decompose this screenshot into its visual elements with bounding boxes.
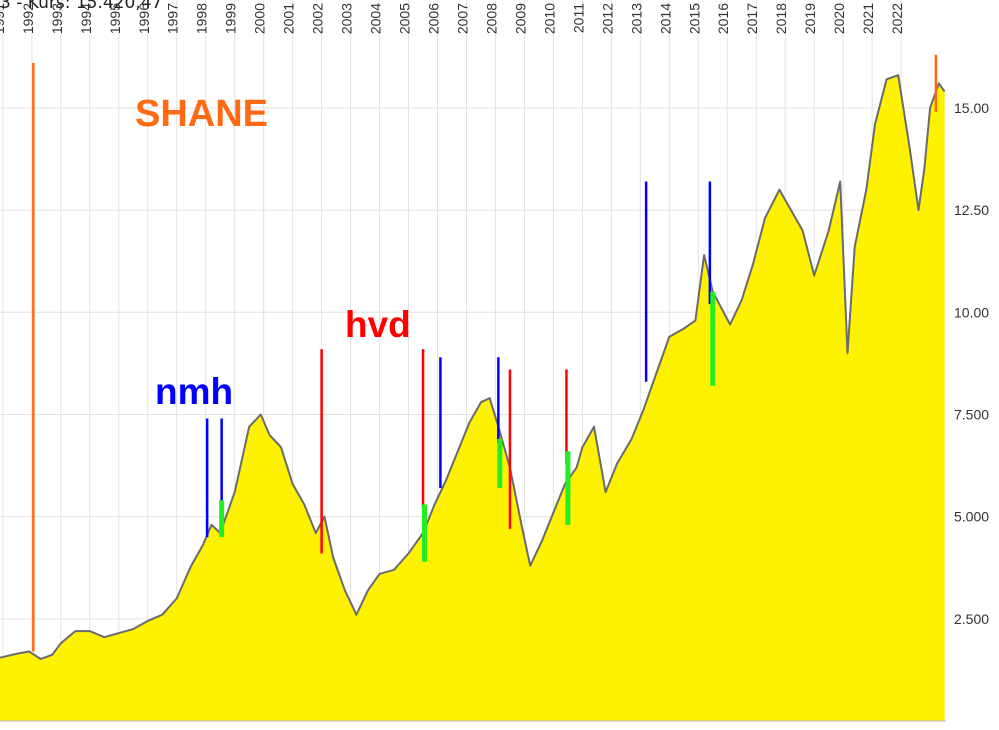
x-tick-label: 2004 bbox=[368, 3, 384, 34]
shane-label: SHANE bbox=[135, 93, 269, 135]
y-tick-label: 7.500 bbox=[954, 406, 989, 422]
y-tick-label: 5.000 bbox=[954, 509, 989, 525]
x-tick-label: 1992 bbox=[20, 3, 36, 34]
hvd-label: hvd bbox=[345, 304, 411, 345]
x-tick-label: 2013 bbox=[628, 3, 644, 34]
header-separator: - bbox=[16, 0, 23, 13]
x-tick-label: 2018 bbox=[773, 3, 789, 34]
x-tick-label: 2007 bbox=[454, 3, 470, 34]
price-line bbox=[0, 74, 946, 660]
x-tick-label: 2021 bbox=[860, 3, 876, 34]
index-code: 3 bbox=[0, 0, 11, 13]
x-tick-label: 2010 bbox=[541, 3, 557, 34]
x-tick-label: 2005 bbox=[397, 3, 413, 34]
chart-header: 3 - Kurs: 15.420,47 bbox=[0, 0, 162, 13]
x-tick-label: 1991 bbox=[0, 3, 7, 34]
x-axis-ticks: 1991 1992 1993 1994 1995 1996 1997 1998 1999 2000… bbox=[0, 3, 905, 34]
x-tick-label: 2009 bbox=[512, 3, 528, 34]
x-tick-label: 2000 bbox=[252, 3, 268, 34]
x-tick-label: 2003 bbox=[339, 3, 355, 34]
x-tick-label: 1995 bbox=[107, 3, 123, 34]
x-tick-label: 2019 bbox=[802, 3, 818, 34]
x-tick-label: 2011 bbox=[570, 3, 586, 33]
x-tick-label: 2015 bbox=[686, 3, 702, 34]
x-tick-label: 1993 bbox=[49, 3, 65, 34]
y-tick-label: 10.00 bbox=[954, 304, 989, 320]
y-tick-label: 2.500 bbox=[954, 611, 989, 627]
x-tick-label: 1998 bbox=[194, 3, 210, 34]
y-axis-ticks: 2.500 5.000 7.500 10.00 12.50 15.00 bbox=[954, 100, 989, 627]
x-tick-label: 1996 bbox=[136, 3, 152, 34]
x-tick-label: 2017 bbox=[744, 3, 760, 34]
x-tick-label: 1997 bbox=[165, 3, 181, 34]
x-tick-label: 2022 bbox=[889, 3, 905, 34]
x-tick-label: 1999 bbox=[223, 3, 239, 34]
kurs-value: Kurs: 15.420,47 bbox=[27, 0, 163, 13]
x-tick-label: 2001 bbox=[281, 3, 297, 34]
x-tick-label: 2006 bbox=[426, 3, 442, 34]
signal-markers bbox=[32, 54, 938, 652]
price-area bbox=[0, 75, 945, 721]
x-tick-label: 2012 bbox=[599, 3, 615, 34]
nmh-label: nmh bbox=[155, 371, 234, 412]
x-tick-label: 2020 bbox=[831, 3, 847, 34]
x-tick-label: 2014 bbox=[657, 3, 673, 34]
x-tick-label: 2002 bbox=[310, 3, 326, 34]
y-tick-label: 12.50 bbox=[954, 202, 989, 218]
x-tick-label: 1994 bbox=[78, 3, 94, 34]
y-tick-label: 15.00 bbox=[954, 100, 989, 116]
x-tick-label: 2008 bbox=[483, 3, 499, 34]
x-tick-label: 2016 bbox=[715, 3, 731, 34]
